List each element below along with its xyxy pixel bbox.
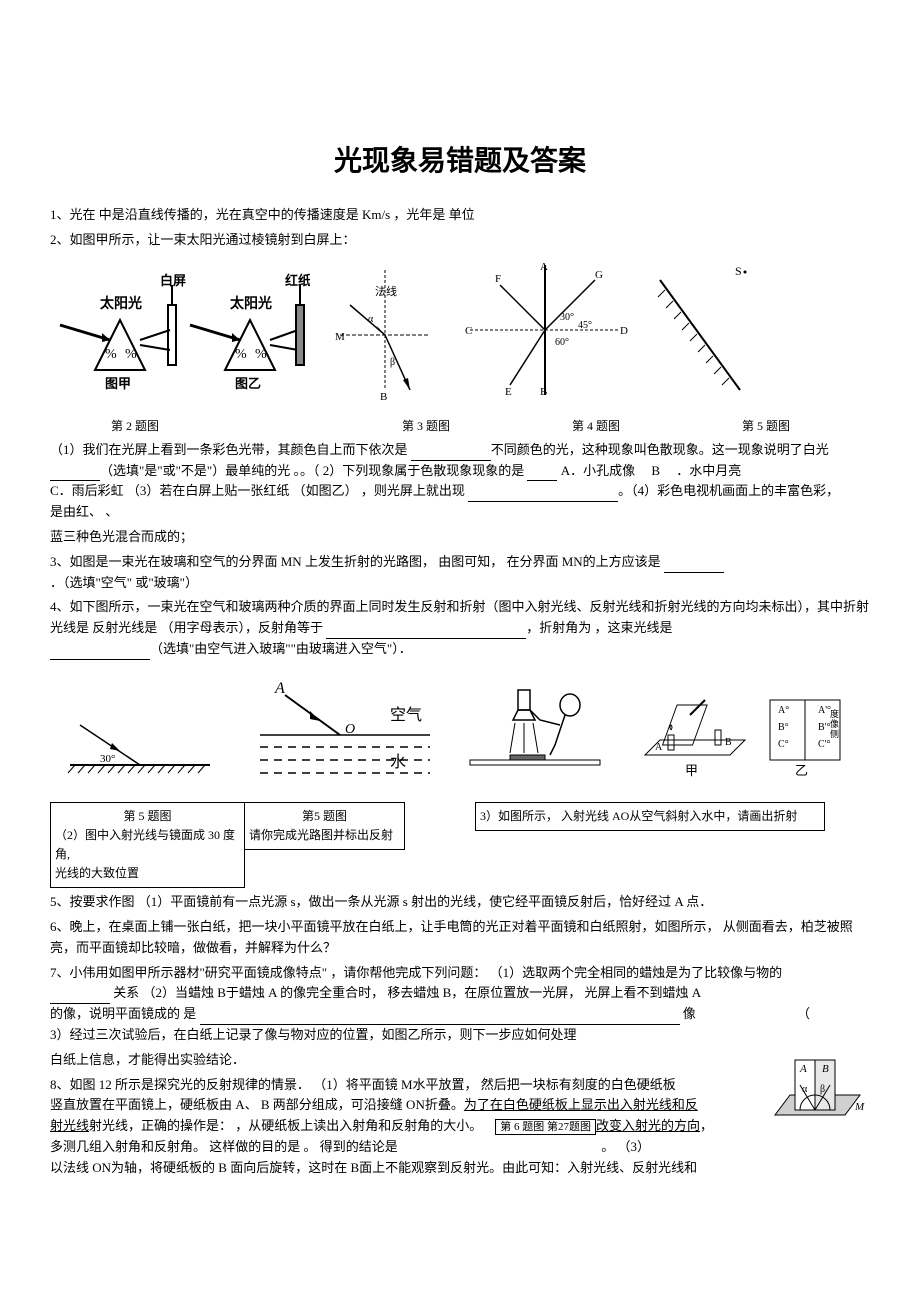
caption-row-1: 第 2 题图 第 3 题图 第 4 题图 第 5 题图	[50, 417, 870, 436]
svg-text:侧: 侧	[830, 728, 839, 739]
svg-text:红纸: 红纸	[285, 273, 310, 288]
question-2-parts: （1）我们在光屏上看到一条彩色光带，其颜色自上而下依次是 不同颜色的光，这种现象…	[50, 440, 870, 523]
svg-text:A: A	[655, 742, 663, 753]
svg-text:30°: 30°	[100, 753, 115, 765]
question-7g: 白纸上信息，才能得出实验结论．	[50, 1050, 870, 1071]
box-5a: 第 5 题图 （2）图中入射光线与镜面成 30 度角, 光线的大致位置	[50, 802, 245, 889]
svg-text:%: %	[125, 347, 137, 362]
svg-text:B: B	[822, 1063, 829, 1075]
svg-text:B: B	[540, 386, 547, 398]
svg-text:45°: 45°	[578, 320, 592, 331]
svg-text:E: E	[505, 386, 512, 398]
svg-text:B°: B°	[778, 722, 789, 733]
svg-text:空气: 空气	[390, 706, 422, 724]
svg-text:像: 像	[830, 718, 839, 729]
svg-text:度: 度	[830, 708, 839, 719]
svg-text:白屏: 白屏	[160, 273, 186, 288]
svg-text:A: A	[274, 680, 285, 697]
figure-5b: A O 空气 水	[240, 675, 440, 797]
svg-text:法线: 法线	[375, 284, 397, 298]
svg-text:S: S	[735, 264, 742, 278]
svg-text:B'°: B'°	[818, 722, 830, 733]
question-2-intro: 2、如图甲所示，让一束太阳光通过棱镜射到白屏上：	[50, 230, 870, 251]
figure-row-1: 太阳光 % % 白屏 图甲 太阳光 % % 红纸 图乙	[50, 260, 870, 406]
svg-text:A: A	[540, 261, 548, 273]
svg-text:C'°: C'°	[818, 739, 830, 750]
sunlight-label-right: 太阳光	[230, 295, 272, 312]
figure-3: 法线 M α β B	[320, 260, 450, 406]
figure-5a: 30°	[50, 675, 220, 797]
svg-text:M: M	[335, 331, 345, 343]
svg-text:G: G	[595, 269, 603, 281]
svg-text:α: α	[368, 314, 374, 325]
figure-2: 太阳光 % % 白屏 图甲 太阳光 % % 红纸 图乙	[50, 270, 310, 406]
svg-text:%: %	[255, 347, 267, 362]
figure-5: S	[640, 260, 760, 406]
svg-text:%: %	[105, 347, 117, 362]
figure-7: A B 甲 A° A'° B° B'° C° C'° 度 像 侧 乙	[630, 675, 850, 797]
question-1: 1、光在 中是沿直线传播的，光在真空中的传播速度是 Km/s ，光年是 单位	[50, 205, 870, 226]
box-5c: 3）如图所示， 入射光线 AO从空气斜射入水中，请画出折射	[475, 802, 825, 831]
svg-text:A: A	[799, 1063, 807, 1075]
svg-text:甲: 甲	[685, 763, 698, 778]
svg-text:B: B	[380, 391, 387, 400]
svg-text:30°: 30°	[560, 312, 574, 323]
svg-text:图甲: 图甲	[105, 376, 131, 391]
figure-8: A B α β M	[760, 1050, 870, 1167]
svg-text:B: B	[725, 737, 732, 748]
question-8: 8、如图 12 所示是探究光的反射规律的情景． （1）将平面镜 M水平放置， 然…	[50, 1075, 870, 1179]
question-7: 7、小伟用如图甲所示器材"研究平面镜成像特点" ，请你帮他完成下列问题： （1）…	[50, 963, 870, 1046]
svg-text:D: D	[620, 325, 628, 337]
svg-text:C: C	[465, 325, 472, 337]
svg-text:C°: C°	[778, 739, 789, 750]
svg-text:β: β	[820, 1084, 825, 1095]
question-4: 4、如下图所示，一束光在空气和玻璃两种介质的界面上同时发生反射和折射（图中入射光…	[50, 597, 870, 659]
q2-blue: 蓝三种色光混合而成的；	[50, 527, 870, 548]
svg-text:M: M	[854, 1101, 865, 1113]
question-5: 5、按要求作图 （1）平面镜前有一点光源 s，做出一条从光源 s 射出的光线，使…	[50, 892, 870, 913]
figure-6	[460, 675, 610, 797]
figure-row-2: 30° A O 空气 水	[50, 675, 870, 797]
sunlight-label-left: 太阳光	[100, 295, 142, 312]
svg-text:β: β	[390, 357, 395, 368]
svg-text:F: F	[495, 273, 501, 285]
figure-4: A C D F G E 30° 45° B 60°	[460, 260, 630, 406]
question-3: 3、如图是一束光在玻璃和空气的分界面 MN 上发生折射的光路图， 由图可知， 在…	[50, 552, 870, 594]
box-5b: 第5 题图 请你完成光路图并标出反射	[245, 802, 405, 850]
svg-text:60°: 60°	[555, 337, 569, 348]
svg-text:乙: 乙	[795, 763, 808, 778]
boxed-caption-row: 第 5 题图 （2）图中入射光线与镜面成 30 度角, 光线的大致位置 第5 题…	[50, 802, 870, 889]
svg-text:水: 水	[390, 753, 406, 771]
svg-text:A°: A°	[778, 705, 789, 716]
svg-text:图乙: 图乙	[235, 376, 261, 391]
svg-text:%: %	[235, 347, 247, 362]
question-6: 6、晚上，在桌面上铺一张白纸，把一块小平面镜平放在白纸上，让手电筒的光正对着平面…	[50, 917, 870, 959]
page-title: 光现象易错题及答案	[50, 140, 870, 185]
